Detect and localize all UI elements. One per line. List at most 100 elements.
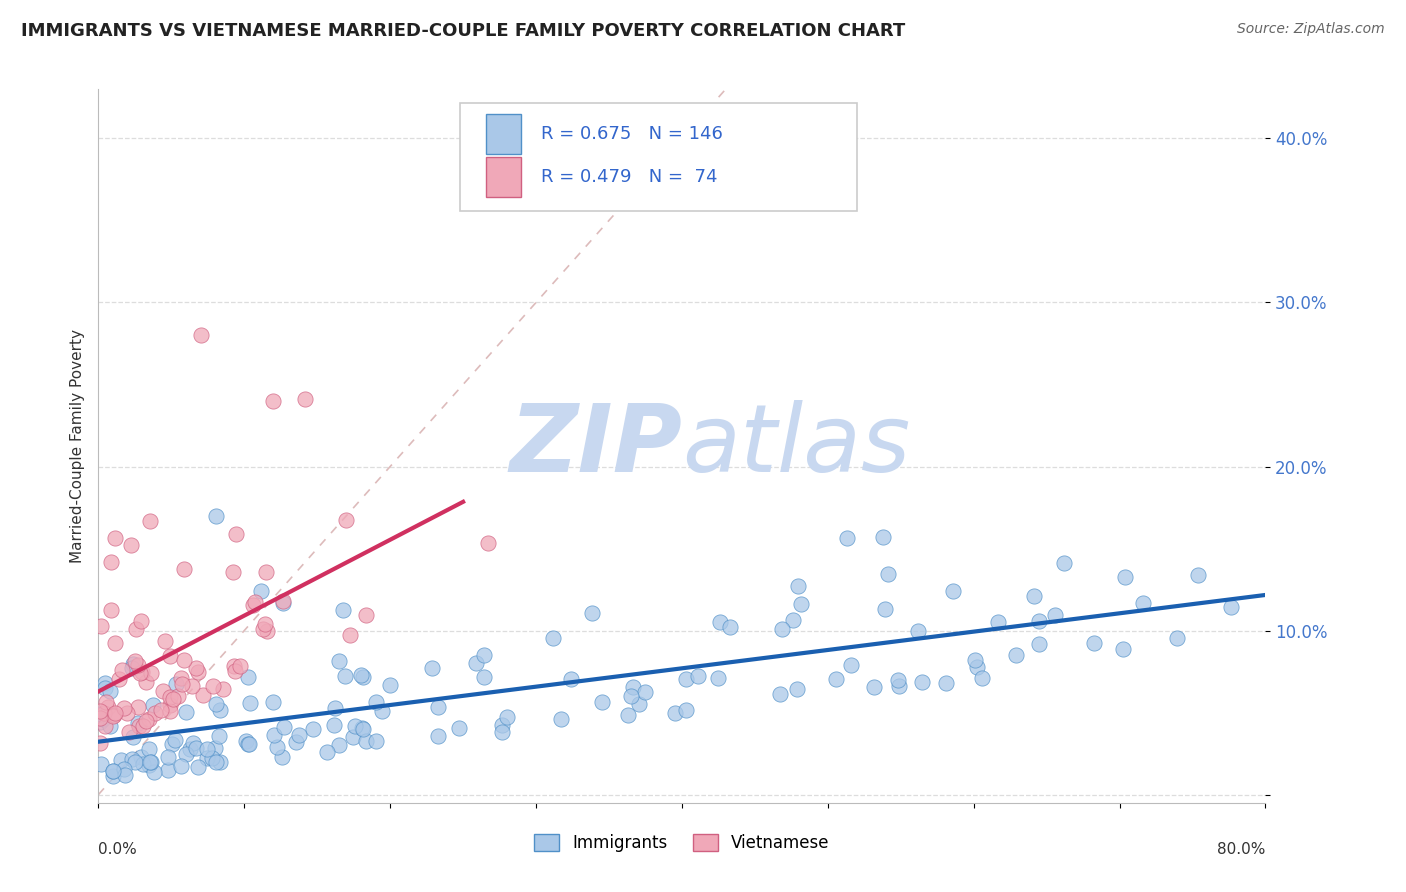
Point [100, 602, 122, 616]
Point [560, 672, 582, 686]
Point [127, 699, 149, 714]
Point [179, 741, 201, 756]
Point [1005, 648, 1028, 663]
Point [254, 566, 277, 580]
Point [191, 688, 214, 702]
Point [273, 720, 295, 734]
Point [835, 531, 858, 545]
Point [787, 579, 810, 593]
Point [204, 698, 226, 712]
Point [301, 722, 323, 736]
Point [1052, 556, 1074, 570]
Point [114, 768, 136, 782]
Point [96, 695, 118, 709]
Point [970, 672, 993, 686]
Point [315, 745, 337, 759]
Point [170, 677, 193, 691]
Point [174, 747, 197, 762]
Point [159, 704, 181, 718]
Point [942, 584, 965, 599]
Point [790, 597, 813, 611]
Point [187, 760, 209, 774]
Point [89, 735, 111, 749]
Point [709, 615, 731, 629]
Point [328, 654, 350, 668]
Point [250, 583, 273, 598]
Point [132, 718, 155, 732]
Point [204, 740, 226, 755]
Point [139, 666, 162, 681]
Point [152, 683, 174, 698]
Point [825, 673, 848, 687]
Point [332, 603, 354, 617]
Point [447, 721, 470, 735]
Point [966, 660, 988, 674]
Point [718, 620, 741, 634]
Point [138, 742, 160, 756]
Point [104, 636, 127, 650]
Point [104, 706, 127, 721]
Point [112, 763, 135, 777]
Point [872, 530, 894, 544]
Legend: Immigrants, Vietnamese: Immigrants, Vietnamese [527, 827, 837, 859]
Point [170, 671, 193, 685]
Point [115, 706, 138, 721]
Point [89, 706, 111, 721]
Point [328, 738, 350, 752]
Point [239, 696, 262, 710]
Point [253, 616, 276, 631]
Point [707, 671, 730, 685]
Point [138, 758, 160, 772]
Point [252, 622, 274, 636]
Point [89, 711, 111, 725]
Point [89, 704, 111, 718]
Point [285, 735, 308, 749]
Point [159, 648, 181, 663]
Point [135, 674, 157, 689]
Point [225, 526, 247, 541]
Text: R = 0.479   N =  74: R = 0.479 N = 74 [541, 168, 717, 186]
Point [139, 755, 162, 769]
Point [782, 613, 804, 627]
Point [1083, 636, 1105, 650]
Point [262, 695, 284, 709]
Point [201, 751, 224, 765]
Point [222, 658, 245, 673]
Point [1024, 589, 1046, 603]
Point [472, 670, 495, 684]
Point [150, 703, 173, 717]
Point [143, 764, 166, 779]
Point [495, 710, 517, 724]
Point [181, 736, 204, 750]
Point [420, 661, 443, 675]
Point [491, 724, 513, 739]
Point [675, 703, 697, 717]
Point [209, 756, 232, 770]
Point [224, 665, 246, 679]
Point [675, 673, 697, 687]
Point [173, 562, 195, 576]
Point [89, 715, 111, 730]
Point [93, 676, 115, 690]
Point [243, 595, 266, 609]
Point [162, 692, 184, 706]
Point [335, 513, 357, 527]
Point [256, 624, 278, 639]
Point [464, 656, 486, 670]
Point [97, 700, 120, 714]
Point [124, 654, 146, 668]
Point [139, 514, 162, 528]
Text: 80.0%: 80.0% [1218, 842, 1265, 857]
Point [121, 661, 143, 675]
Point [839, 657, 862, 672]
Point [235, 733, 257, 747]
Point [131, 665, 153, 679]
Point [94, 681, 117, 696]
Point [887, 680, 910, 694]
Point [335, 669, 357, 683]
Point [294, 392, 316, 406]
Point [876, 566, 898, 581]
Point [769, 687, 792, 701]
Point [202, 679, 225, 693]
Point [100, 719, 122, 733]
